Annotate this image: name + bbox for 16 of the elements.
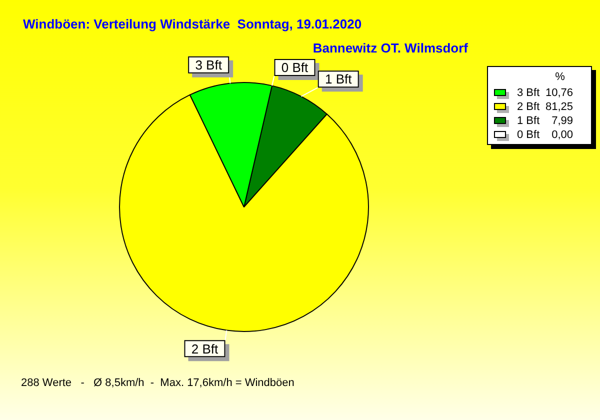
legend-title: % xyxy=(555,71,566,84)
text: 0,00 xyxy=(552,129,573,142)
chart-title: Windböen: Verteilung Windstärke Sonntag, 19.01.2020 xyxy=(23,16,362,32)
slice-label: 2 Bft xyxy=(191,341,218,356)
legend-label: 2 Bft xyxy=(517,101,540,114)
legend-label: 0 Bft xyxy=(517,129,540,142)
data-label: 10,76 xyxy=(545,87,573,100)
data-label: 7,99 xyxy=(552,115,573,128)
slice-label: 3 Bft xyxy=(195,57,222,72)
category-label: 0 Bft xyxy=(281,60,308,76)
text: 288 Werte - Ø 8,5km/h - Max. 17,6km/h = Windböen xyxy=(21,377,294,390)
legend-label: 3 Bft xyxy=(517,87,540,100)
data-label: 81,25 xyxy=(545,101,573,114)
chart-subtitle: Bannewitz OT. Wilmsdorf xyxy=(312,40,469,56)
slice-label: 1 Bft xyxy=(324,72,352,87)
legend-label: 1 Bft xyxy=(517,115,540,128)
